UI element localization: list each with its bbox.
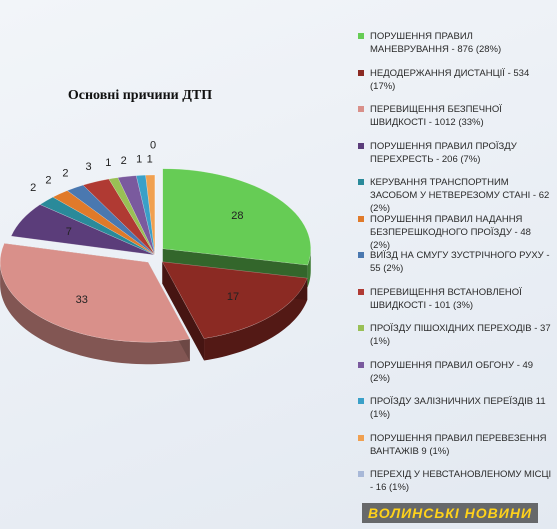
legend-item: ПРОЇЗДУ ЗАЛІЗНИЧНИХ ПЕРЕЇЗДІВ 11 (1%) [358,395,553,432]
legend-item: ПОРУШЕННЯ ПРАВИЛ МАНЕВРУВАННЯ - 876 (28%… [358,30,553,67]
legend-item: ПОРУШЕННЯ ПРАВИЛ ОБГОНУ - 49 (2%) [358,359,553,396]
data-label: 2 [62,168,68,180]
legend-swatch [358,325,364,331]
slice [135,174,156,256]
legend-label: ПОРУШЕННЯ ПРАВИЛ ПРОЇЗДУ ПЕРЕХРЕСТЬ - 20… [370,140,517,165]
legend-item: ПОРУШЕННЯ ПРАВИЛ ПРОЇЗДУ ПЕРЕХРЕСТЬ - 20… [358,140,553,177]
slice-side [307,248,311,288]
slice-side [0,262,190,365]
legend-item: ВИЇЗД НА СМУГУ ЗУСТРІЧНОГО РУХУ - 55 (2%… [358,249,553,286]
data-label: 28 [231,210,243,222]
data-label: 2 [121,155,127,167]
legend-swatch [358,106,364,112]
legend-item: НЕДОДЕРЖАННЯ ДИСТАНЦІЇ - 534 (17%) [358,67,553,104]
legend-item: ПРОЇЗДУ ПІШОХІДНИХ ПЕРЕХОДІВ - 37 (1%) [358,322,553,359]
data-label: 1 [105,157,111,169]
legend-swatch [358,215,364,222]
data-label: 1 [147,153,153,165]
legend-label: ПЕРЕВИЩЕННЯ БЕЗПЕЧНОЇ ШВИДКОСТІ - 1012 (… [370,104,502,128]
legend-swatch [358,361,364,368]
legend-item: КЕРУВАННЯ ТРАНСПОРТНИМ ЗАСОБОМ У НЕТВЕРЕ… [358,176,553,214]
legend-label: ПРОЇЗДУ ПІШОХІДНИХ ПЕРЕХОДІВ - 37 (1%) [370,323,551,347]
legend-label: ПОРУШЕННЯ ПРАВИЛ ПЕРЕВЕЗЕННЯ ВАНТАЖІВ 9 … [370,432,547,457]
legend-swatch [358,142,364,149]
legend-label: ПОРУШЕННЯ ПРАВИЛ МАНЕВРУВАННЯ - 876 (28%… [370,31,502,55]
legend-item: ПЕРЕВИЩЕННЯ ВСТАНОВЛЕНОЇ ШВИДКОСТІ - 101… [358,286,553,323]
data-label: 17 [227,291,239,303]
slice [145,174,156,256]
data-label: 0 [150,139,156,151]
legend-swatch [358,434,364,441]
legend-label: ПЕРЕВИЩЕННЯ ВСТАНОВЛЕНОЇ ШВИДКОСТІ - 101… [370,286,522,311]
chart-title: Основні причини ДТП [67,88,213,103]
slice [66,184,156,256]
legend-item: ПЕРЕВИЩЕННЯ БЕЗПЕЧНОЇ ШВИДКОСТІ - 1012 (… [358,103,553,140]
slice [162,168,312,266]
data-label: 2 [30,182,36,194]
legend: ПОРУШЕННЯ ПРАВИЛ МАНЕВРУВАННЯ - 876 (28%… [358,30,553,505]
legend-swatch [358,179,364,185]
legend-label: ВИЇЗД НА СМУГУ ЗУСТРІЧНОГО РУХУ - 55 (2%… [370,250,550,274]
legend-label: ПЕРЕХІД У НЕВСТАНОВЛЕНОМУ МІСЦІ - 16 (1%… [370,469,552,493]
legend-label: КЕРУВАННЯ ТРАНСПОРТНИМ ЗАСОБОМ У НЕТВЕРЕ… [370,177,550,214]
legend-item: ПОРУШЕННЯ ПРАВИЛ ПЕРЕВЕЗЕННЯ ВАНТАЖІВ 9 … [358,432,553,469]
watermark: ВОЛИНСЬКІ НОВИНИ [362,503,539,523]
legend-label: ПОРУШЕННЯ ПРАВИЛ ОБГОНУ - 49 (2%) [370,359,534,384]
data-label: 33 [76,294,88,306]
data-label: 3 [85,161,91,173]
slice [52,190,156,256]
legend-label: ПРОЇЗДУ ЗАЛІЗНИЧНИХ ПЕРЕЇЗДІВ 11 (1%) [370,396,546,420]
legend-swatch [358,398,364,404]
legend-item: ПЕРЕХІД У НЕВСТАНОВЛЕНОМУ МІСЦІ - 16 (1%… [358,468,553,505]
legend-swatch [358,33,364,39]
slice-side [204,278,308,361]
data-label: 1 [136,154,142,166]
data-label: 2 [45,174,51,186]
legend-swatch [358,288,364,295]
legend-swatch [358,252,364,258]
slice [117,175,156,256]
legend-item: ПОРУШЕННЯ ПРАВИЛ НАДАННЯ БЕЗПЕРЕШКОДНОГО… [358,213,553,251]
slice [82,178,156,256]
slice [39,196,156,256]
slice [161,261,308,339]
data-label: 7 [66,226,72,238]
slice-side [162,261,205,361]
legend-swatch [358,471,364,477]
legend-label: НЕДОДЕРЖАННЯ ДИСТАНЦІЇ - 534 (17%) [370,67,530,92]
slice [108,177,156,256]
slice [0,243,191,343]
legend-label: ПОРУШЕННЯ ПРАВИЛ НАДАННЯ БЕЗПЕРЕШКОДНОГО… [370,213,531,251]
slice [10,204,156,256]
legend-swatch [358,69,364,76]
